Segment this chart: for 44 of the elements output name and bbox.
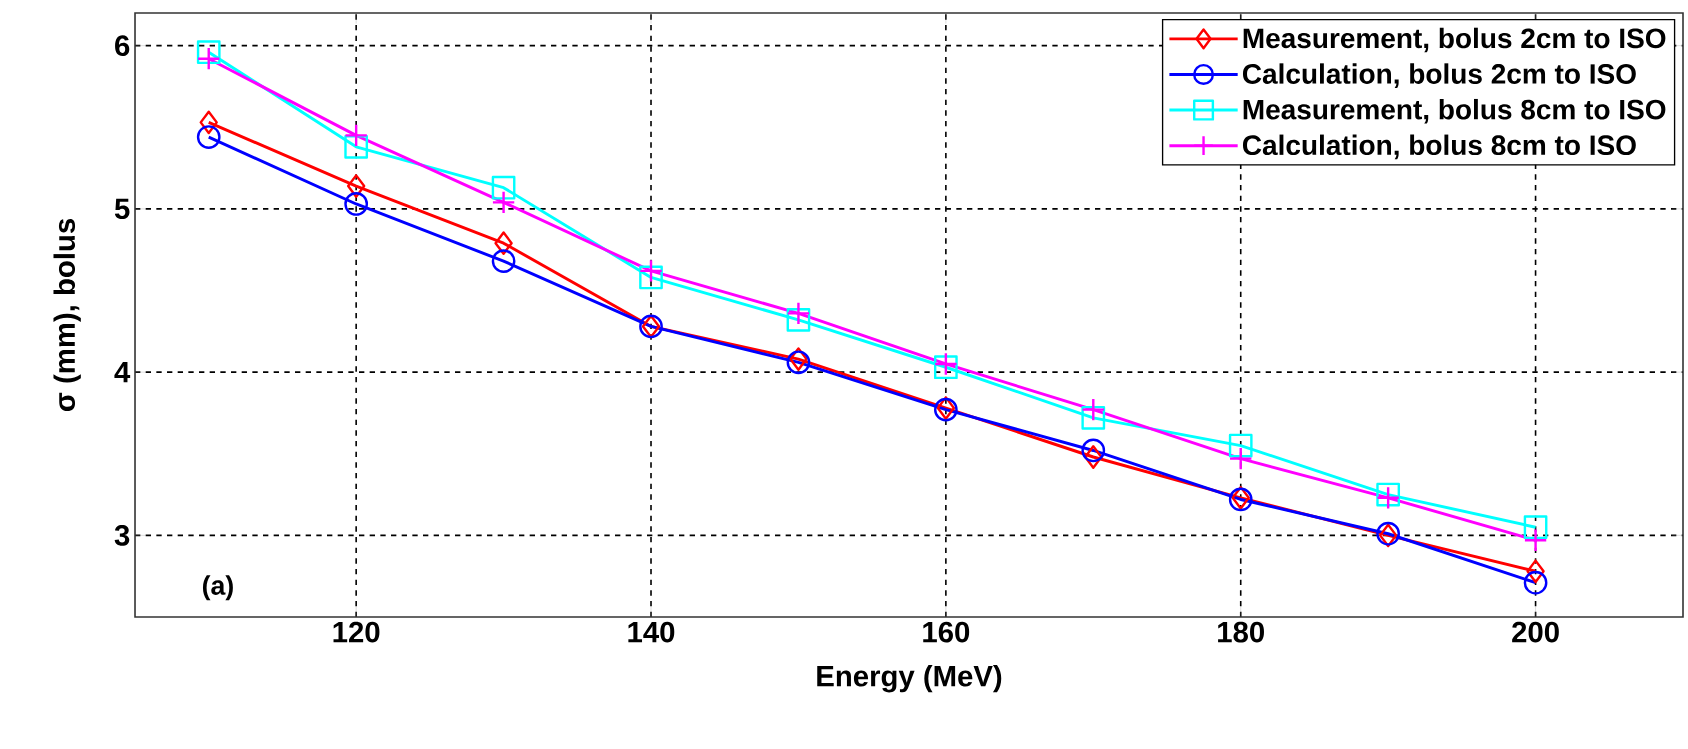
legend-label: Calculation, bolus 2cm to ISO bbox=[1242, 63, 1636, 88]
point bbox=[1524, 529, 1547, 551]
point bbox=[196, 125, 221, 149]
y-tick-label: 6 bbox=[115, 35, 130, 57]
x-tick-label: 180 bbox=[1218, 621, 1264, 643]
point bbox=[1523, 515, 1548, 540]
point bbox=[1084, 445, 1103, 469]
point bbox=[199, 110, 218, 135]
point bbox=[344, 192, 369, 216]
point bbox=[934, 355, 958, 380]
point bbox=[196, 40, 221, 65]
x-tick-label: 200 bbox=[1512, 621, 1559, 643]
point bbox=[1523, 570, 1548, 595]
point bbox=[1376, 482, 1401, 507]
y-tick-label: 4 bbox=[114, 362, 131, 383]
annotation: (a) bbox=[202, 575, 233, 601]
legend-label: Measurement, bolus 2cm to ISO bbox=[1243, 27, 1666, 53]
x-axis-title: Energy (MeV) bbox=[817, 664, 1002, 693]
point bbox=[345, 124, 367, 147]
point bbox=[639, 265, 663, 290]
point bbox=[786, 350, 811, 375]
y-axis-title: σ (mm), bolus bbox=[53, 218, 81, 412]
point bbox=[786, 308, 811, 332]
point bbox=[346, 174, 366, 198]
point bbox=[787, 302, 810, 325]
point bbox=[1228, 433, 1253, 458]
point bbox=[491, 175, 516, 200]
x-tick-label: 160 bbox=[923, 621, 970, 643]
point bbox=[789, 347, 808, 371]
legend-label: Calculation, bolus 8cm to ISO bbox=[1242, 134, 1636, 160]
point bbox=[1526, 559, 1545, 584]
x-tick-label: 140 bbox=[628, 621, 675, 643]
point bbox=[1230, 447, 1252, 470]
y-tick-label: 5 bbox=[114, 198, 130, 220]
point bbox=[344, 134, 369, 159]
point bbox=[494, 231, 513, 256]
y-tick-label: 3 bbox=[114, 524, 130, 546]
legend-label: Measurement, bolus 8cm to ISO bbox=[1243, 98, 1666, 124]
x-tick-label: 120 bbox=[333, 621, 380, 643]
point bbox=[491, 249, 516, 273]
point bbox=[1082, 399, 1104, 421]
point bbox=[492, 191, 515, 214]
point bbox=[1081, 405, 1106, 430]
point bbox=[1081, 438, 1106, 463]
